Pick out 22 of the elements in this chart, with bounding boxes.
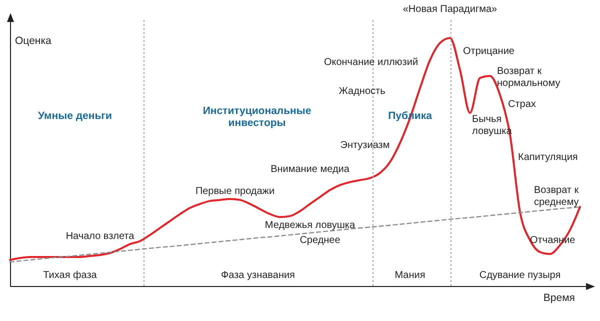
annotation: Медвежья ловушка [264, 220, 356, 231]
annotation: Возврат к среднему [534, 185, 580, 208]
annotation: Капитуляция [518, 152, 578, 163]
annotation: Первые продажи [195, 186, 275, 197]
x-axis-title: Время [543, 292, 575, 304]
annotation: Тихая фаза [43, 270, 98, 281]
annotation: Институциональные инвесторы [202, 105, 312, 129]
annotation: Умные деньги [38, 110, 112, 122]
annotation: Окончание иллюзий [324, 57, 418, 68]
annotation: Внимание медиа [270, 164, 350, 175]
annotation: Мания [394, 270, 426, 281]
annotation: Фаза узнавания [221, 270, 295, 281]
annotation: Жадность [338, 86, 386, 97]
annotation: Отрицание [463, 46, 515, 57]
y-axis-title: Оценка [15, 35, 52, 47]
text: «Новая Парадигма» [402, 4, 498, 15]
annotation: Среднее [300, 235, 341, 246]
annotation: Страх [508, 99, 536, 110]
annotation: Энтузиазм [340, 140, 390, 151]
annotation: Сдувание пузыря [479, 270, 561, 281]
annotation: Начало взлета [66, 231, 135, 242]
annotation: Возврат к нормальному [497, 66, 560, 89]
